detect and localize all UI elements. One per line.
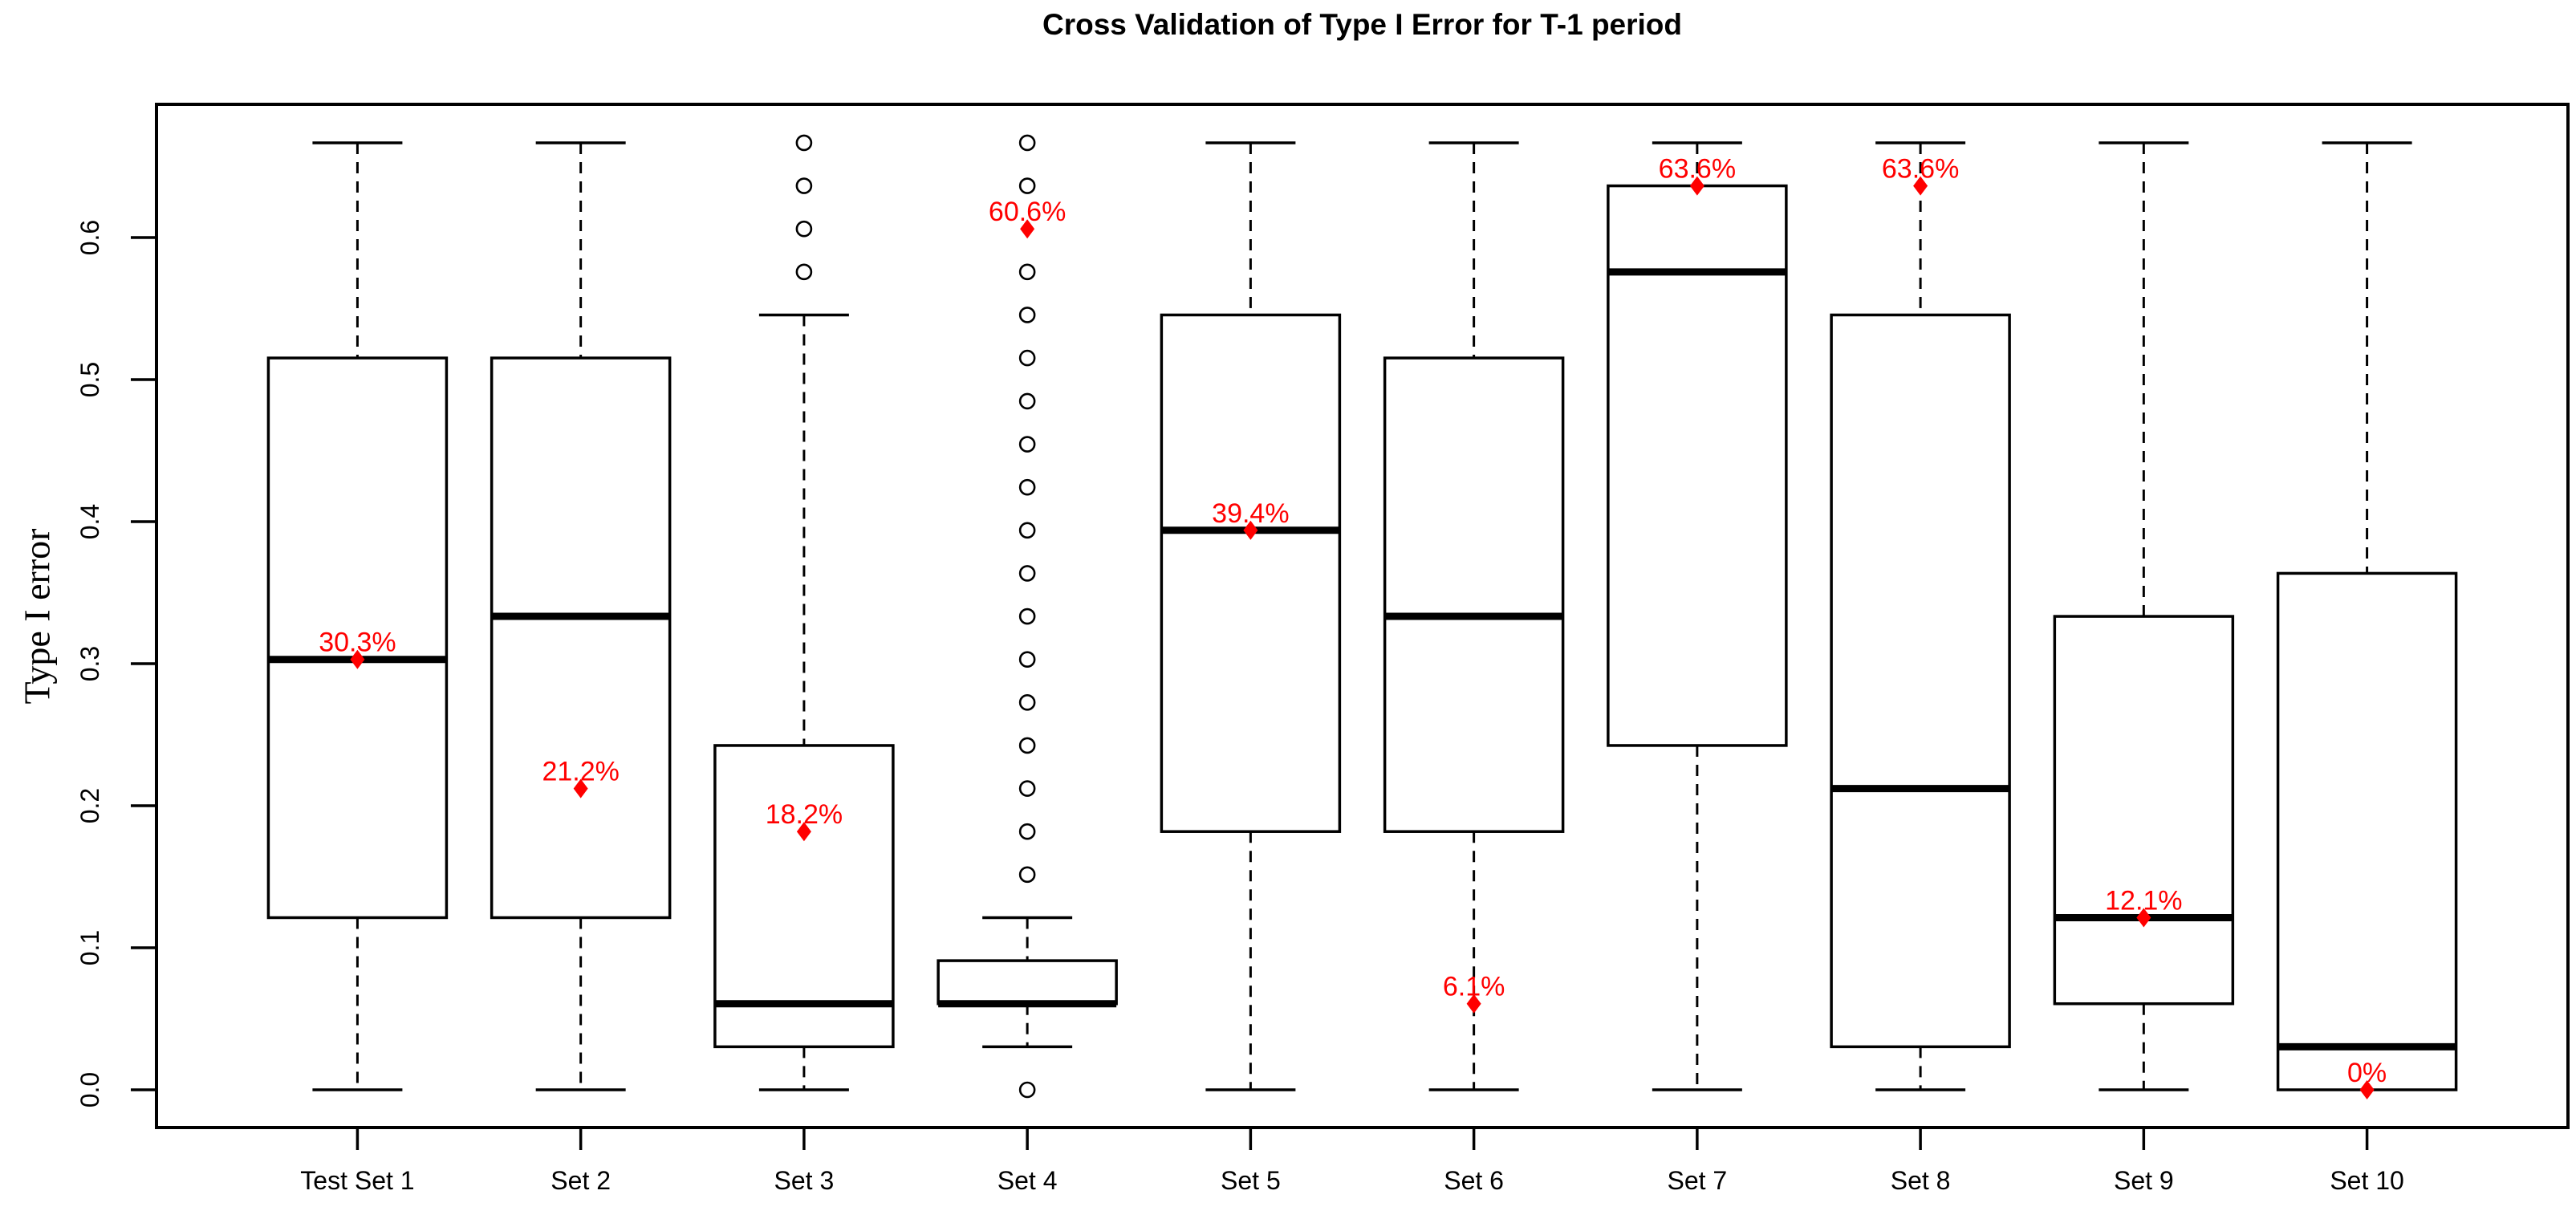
iqr-box	[1383, 356, 1565, 833]
x-category-label: Set 4	[997, 1166, 1058, 1195]
annotation-diamond-marker	[2136, 908, 2151, 928]
outlier-point	[1018, 392, 1036, 410]
outlier-point	[1018, 522, 1036, 539]
outlier-point	[1018, 780, 1036, 797]
outlier-point	[1018, 478, 1036, 496]
x-category-label: Set 7	[1668, 1166, 1728, 1195]
iqr-box	[937, 959, 1118, 1006]
annotation-diamond-marker	[2359, 1080, 2375, 1099]
outlier-point	[1018, 134, 1036, 152]
annotation-diamond-marker	[1913, 176, 1928, 196]
iqr-box	[490, 356, 672, 920]
y-tick-label: 0.5	[75, 362, 104, 397]
outlier-point	[1018, 263, 1036, 281]
outlier-point	[795, 263, 813, 281]
iqr-box	[1160, 313, 1342, 833]
annotation-diamond-marker	[796, 822, 811, 842]
y-tick-label: 0.0	[75, 1072, 104, 1107]
outlier-point	[1018, 565, 1036, 582]
outlier-point	[1018, 349, 1036, 367]
outlier-point	[1018, 823, 1036, 840]
x-category-label: Set 9	[2114, 1166, 2174, 1195]
annotation-diamond-marker	[350, 649, 365, 669]
annotation-diamond-marker	[1020, 219, 1035, 239]
iqr-box	[713, 744, 895, 1049]
outlier-point	[795, 220, 813, 238]
outlier-point	[1018, 608, 1036, 625]
x-category-label: Set 3	[774, 1166, 835, 1195]
annotation-diamond-marker	[1689, 176, 1704, 196]
plot-border	[155, 103, 2570, 1129]
y-tick-label: 0.6	[75, 220, 104, 255]
outlier-point	[1018, 694, 1036, 711]
outlier-point	[1018, 307, 1036, 323]
iqr-box	[1607, 184, 1788, 747]
outlier-point	[795, 134, 813, 152]
iqr-box	[2276, 571, 2458, 1091]
outlier-point	[1018, 737, 1036, 754]
iqr-box	[266, 356, 449, 920]
outlier-point	[1018, 177, 1036, 194]
outlier-point	[1018, 651, 1036, 668]
iqr-box	[1830, 313, 2011, 1049]
y-tick-label: 0.1	[75, 930, 104, 965]
outlier-point	[1018, 866, 1036, 884]
annotation-diamond-marker	[1466, 994, 1481, 1014]
y-tick-label: 0.3	[75, 646, 104, 681]
outlier-point	[1018, 1081, 1036, 1099]
x-category-label: Set 5	[1221, 1166, 1281, 1195]
x-category-label: Set 2	[551, 1166, 611, 1195]
y-tick-label: 0.2	[75, 788, 104, 823]
y-tick-label: 0.4	[75, 504, 104, 539]
annotation-diamond-marker	[1243, 520, 1258, 540]
outlier-point	[795, 177, 813, 194]
x-category-label: Set 8	[1891, 1166, 1951, 1195]
annotation-diamond-marker	[573, 778, 588, 798]
x-category-label: Set 10	[2330, 1166, 2404, 1195]
outlier-point	[1018, 436, 1036, 453]
iqr-box	[2053, 615, 2235, 1006]
x-category-label: Test Set 1	[300, 1166, 414, 1195]
x-category-label: Set 6	[1444, 1166, 1504, 1195]
chart-title: Cross Validation of Type I Error for T-1…	[1042, 8, 1682, 41]
